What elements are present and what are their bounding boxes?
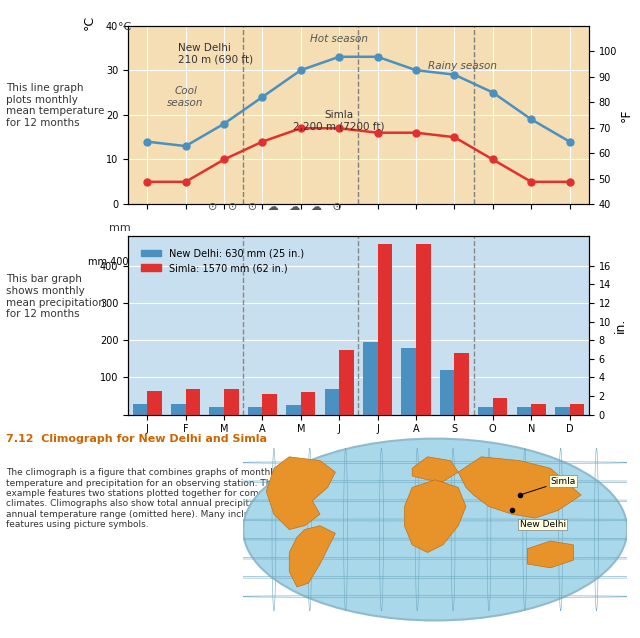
Bar: [416, 244, 431, 415]
Text: 7.12  Climograph for New Delhi and Simla: 7.12 Climograph for New Delhi and Simla: [6, 434, 268, 444]
Bar: [301, 392, 316, 415]
Bar: [186, 389, 200, 415]
Polygon shape: [404, 480, 466, 553]
Text: °C: °C: [118, 22, 131, 33]
Bar: [493, 398, 508, 415]
Bar: [401, 348, 416, 415]
Ellipse shape: [243, 439, 627, 620]
Polygon shape: [289, 526, 335, 587]
Text: New Delhi: New Delhi: [520, 520, 566, 529]
Bar: [555, 407, 570, 415]
Bar: [339, 350, 354, 415]
Ellipse shape: [243, 439, 627, 620]
Polygon shape: [412, 457, 458, 482]
Bar: [478, 407, 493, 415]
Bar: [286, 405, 301, 415]
Bar: [147, 390, 162, 415]
Bar: [248, 407, 262, 415]
Bar: [516, 407, 531, 415]
Text: ⊙   ⊙   ⊙   ☁   ☁   ☁   ⊙: ⊙ ⊙ ⊙ ☁ ☁ ☁ ⊙: [208, 202, 342, 212]
Text: The climograph is a figure that combines graphs of monthly
temperature and preci: The climograph is a figure that combines…: [6, 468, 312, 530]
Y-axis label: °C: °C: [83, 15, 96, 29]
Bar: [209, 407, 224, 415]
Text: Hot season: Hot season: [310, 34, 368, 44]
Bar: [378, 244, 392, 415]
Bar: [171, 404, 186, 415]
Bar: [570, 404, 584, 415]
Text: This bar graph
shows monthly
mean precipitation
for 12 months: This bar graph shows monthly mean precip…: [6, 274, 105, 319]
Text: Simla: Simla: [522, 477, 575, 494]
Bar: [224, 389, 239, 415]
Legend: New Delhi: 630 mm (25 in.), Simla: 1570 mm (62 in.): New Delhi: 630 mm (25 in.), Simla: 1570 …: [138, 244, 308, 277]
Text: mm: mm: [109, 223, 131, 233]
Bar: [454, 353, 469, 415]
Bar: [262, 394, 277, 415]
Polygon shape: [266, 457, 335, 530]
Text: mm 400: mm 400: [88, 257, 128, 267]
Text: New Delhi
210 m (690 ft): New Delhi 210 m (690 ft): [178, 43, 253, 65]
Bar: [440, 370, 454, 415]
Bar: [363, 342, 378, 415]
Bar: [324, 389, 339, 415]
Text: Cool
season: Cool season: [167, 86, 204, 108]
Polygon shape: [527, 541, 573, 568]
Text: Simla
2,200 m (7200 ft): Simla 2,200 m (7200 ft): [294, 110, 385, 132]
Y-axis label: in.: in.: [614, 318, 627, 333]
Bar: [531, 404, 546, 415]
Text: Rainy season: Rainy season: [428, 61, 497, 71]
Y-axis label: °F: °F: [620, 108, 633, 122]
Text: This line graph
plots monthly
mean temperature
for 12 months: This line graph plots monthly mean tempe…: [6, 83, 105, 128]
Bar: [132, 404, 147, 415]
Polygon shape: [458, 457, 581, 518]
